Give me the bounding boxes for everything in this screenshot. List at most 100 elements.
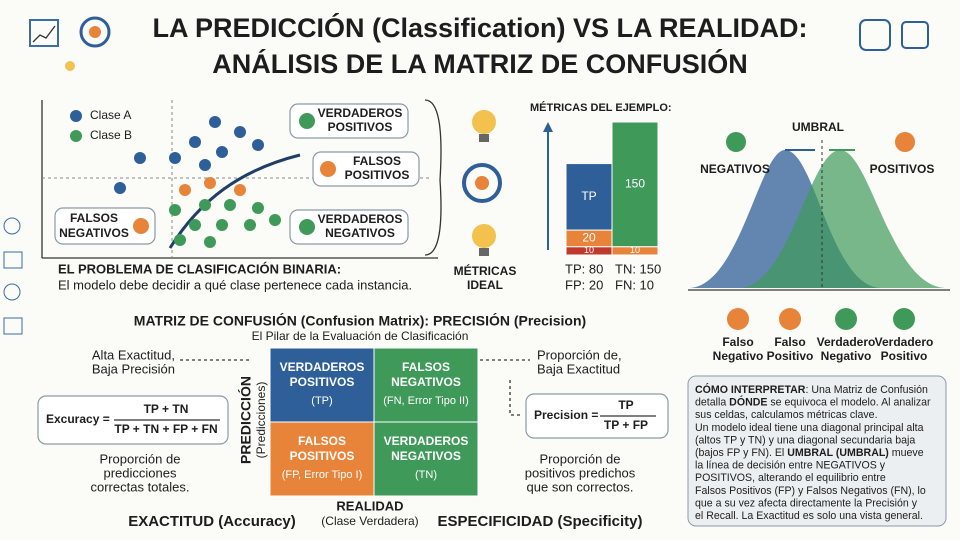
interpret-segment: mueve (889, 447, 924, 459)
point (244, 219, 256, 231)
ideal-icons (462, 110, 502, 256)
interpret-segment: (altos TP y TN) y una diagonal secundari… (695, 434, 915, 446)
callout: VERDADEROS (318, 212, 403, 226)
callout: POSITIVOS (328, 120, 393, 134)
legend-label: Clase A (90, 108, 131, 122)
threshold-title: UMBRAL (792, 120, 844, 134)
distributions (688, 132, 950, 330)
caption-title: EL PROBLEMA DE CLASIFICACIÓN BINARIA: (58, 261, 341, 276)
outcome-label: Negativo (821, 349, 872, 363)
cell-title: POSITIVOS (290, 449, 355, 463)
cell-title: VERDADEROS (384, 434, 469, 448)
cell-title: NEGATIVOS (391, 449, 461, 463)
bar-label: 20 (582, 231, 596, 245)
point (204, 177, 216, 189)
formula: TP + TN + FP + FN (114, 422, 217, 436)
ideal-label: IDEAL (467, 278, 503, 292)
icons (3, 16, 929, 335)
interpret-segment: : Una Matriz de Confusión (805, 384, 928, 396)
note: Baja Precisión (92, 361, 175, 376)
point (216, 146, 228, 158)
arrow (543, 122, 553, 132)
interpret-line: Un modelo ideal tiene una diagonal princ… (695, 422, 924, 434)
bar-label: TP (581, 189, 596, 203)
callout: FALSOS (70, 211, 118, 225)
cell-sub: (FN, Error Tipo II) (383, 395, 469, 407)
matrix-title: MATRIZ DE CONFUSIÓN (Confusion Matrix): … (134, 312, 586, 329)
point (252, 202, 264, 214)
interpret-segment: se equivoca el modelo. Al analizar (767, 396, 931, 408)
legend-label: Clase B (90, 128, 132, 142)
point (234, 184, 246, 196)
formula: Excuracy = (46, 412, 110, 426)
interpret-line: detalla DÓNDE se equivoca el modelo. Al … (695, 395, 931, 408)
bar-label: 10 (584, 245, 594, 255)
callout: VERDADEROS (318, 106, 403, 120)
desc: Proporción de (100, 451, 181, 466)
point (269, 214, 281, 226)
outcome-label: Positivo (767, 349, 814, 363)
point (252, 139, 264, 151)
point (209, 116, 221, 128)
interpret-line: que a su vez afecta directamente la Prec… (695, 497, 918, 509)
callout: FALSOS (353, 154, 401, 168)
callout: POSITIVOS (345, 168, 410, 182)
interpret-line: (altos TP y TN) y una diagonal secundari… (695, 434, 915, 446)
formula: TP (618, 398, 633, 412)
outcome-label: Falso (774, 335, 805, 349)
callout: NEGATIVOS (59, 226, 129, 240)
cell-title: FALSOS (402, 360, 450, 374)
cell-bg (373, 421, 479, 497)
outcome-label: Verdadero (817, 335, 876, 349)
note: Alta Exactitud, (92, 347, 175, 362)
point (204, 236, 216, 248)
ideal-label: MÉTRICAS (454, 263, 517, 278)
negatives: NEGATIVOS (700, 162, 770, 176)
row-axis-sub: (Predicciones) (254, 382, 268, 459)
cell-sub: (TN) (415, 469, 437, 481)
outcome-label: Verdadero (875, 335, 934, 349)
cell-sub: (FP, Error Tipo I) (282, 469, 362, 481)
bar-label: 150 (625, 177, 645, 191)
interpret-line: sus celdas, calculamos métricas clave. (695, 409, 878, 421)
interpret-line: (bajos FP y FN). El UMBRAL (UMBRAL) muev… (695, 447, 924, 459)
positives: POSITIVOS (870, 162, 935, 176)
matrix-subtitle: El Pilar de la Evaluación de Clasificaci… (252, 329, 469, 343)
interpret-segment: CÓMO INTERPRETAR (695, 383, 806, 396)
interpret-line: CÓMO INTERPRETAR: Una Matriz de Confusió… (695, 383, 928, 396)
interpret-line: el Recall. La Exactitud es solo una vist… (695, 510, 923, 522)
point (234, 126, 246, 138)
formula: TP + FP (604, 418, 648, 432)
outcome-label: Negativo (713, 349, 764, 363)
col-axis-sub: (Clase Verdadera) (321, 514, 418, 528)
interpret-box (687, 375, 947, 527)
cell-title: FALSOS (298, 434, 346, 448)
cell-bg (373, 347, 479, 423)
point (199, 159, 211, 171)
row-axis: PREDICCIÓN (237, 376, 254, 464)
summary: TP: 80 (565, 261, 603, 276)
point (179, 184, 191, 196)
summary: FN: 10 (615, 277, 654, 292)
scatter-panel (41, 99, 442, 259)
outcome-label: Positivo (881, 349, 928, 363)
interpret-line: Falsos Positivos (FP) y Falsos Negativos… (695, 485, 926, 497)
point (224, 199, 236, 211)
outcome-label: Falso (722, 335, 753, 349)
desc: que son correctos. (527, 479, 634, 494)
summary: TN: 150 (615, 261, 661, 276)
caption: El modelo debe decidir a qué clase perte… (58, 277, 412, 292)
point (169, 152, 181, 164)
cell-bg (269, 347, 375, 423)
point (189, 219, 201, 231)
bar-segment (565, 163, 613, 231)
desc: predicciones (104, 465, 177, 480)
metrics-title: MÉTRICAS DEL EJEMPLO: (530, 101, 672, 114)
col-axis: REALIDAD (336, 498, 403, 513)
title: ANÁLISIS DE LA MATRIZ DE CONFUSIÓN (212, 48, 748, 79)
point (169, 204, 181, 216)
title: LA PREDICCIÓN (Classification) VS LA REA… (152, 12, 807, 43)
